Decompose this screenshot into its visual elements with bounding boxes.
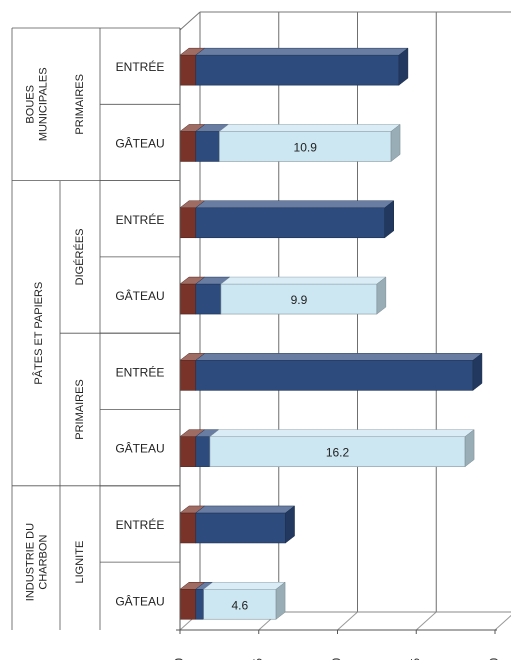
wall-left-edge	[179, 11, 201, 31]
subgroup-label: DIGÉRÉES	[73, 228, 86, 285]
bar-segment	[195, 200, 395, 239]
category-label: GÂTEAU	[115, 593, 164, 608]
data-label: 9.9	[291, 293, 308, 307]
bar-segment	[220, 276, 387, 315]
bar-segment	[179, 429, 206, 467]
category-label: GÂTEAU	[115, 135, 164, 150]
bar-segment	[218, 123, 401, 162]
bar-segment	[179, 124, 206, 162]
bar-segment	[195, 429, 220, 467]
group-label: BOUESMUNICIPALES	[25, 67, 50, 141]
x-tick-label: 10	[330, 658, 344, 660]
x-tick-label: 20	[487, 658, 501, 660]
bar-segment	[195, 276, 231, 315]
data-label: 4.6	[232, 598, 249, 612]
data-label: 16.2	[326, 446, 350, 460]
bar-segment	[195, 47, 409, 86]
floor-gridline	[415, 611, 437, 631]
category-label: ENTRÉE	[116, 517, 165, 532]
subgroup-label: PRIMAIRES	[74, 74, 86, 135]
bar-segment	[195, 352, 483, 391]
bar-segment	[195, 505, 296, 544]
bar-segment	[209, 429, 475, 468]
x-tick-label: 15	[408, 658, 422, 660]
x-tick-label: 5	[251, 658, 265, 660]
category-label: GÂTEAU	[115, 441, 164, 456]
subgroup-label: PRIMAIRES	[74, 379, 86, 440]
category-label: GÂTEAU	[115, 288, 164, 303]
category-label: ENTRÉE	[116, 212, 165, 227]
bars	[179, 47, 483, 620]
subgroup-label: LIGNITE	[74, 541, 86, 584]
data-label: 10.9	[294, 140, 318, 154]
bar-segment	[179, 276, 206, 315]
axes	[11, 27, 497, 634]
floor-gridline	[337, 611, 358, 631]
svg-text:PÂTES ET PAPIERS: PÂTES ET PAPIERS	[32, 282, 45, 385]
bar-segment	[179, 200, 206, 239]
category-label: ENTRÉE	[116, 364, 165, 379]
labels: 10.9 9.9 16.2 4.6 0 5 10 15 20 ENTRÉE GÂTEAU ENTRÉE…	[25, 59, 502, 660]
svg-text:BOUESMUNICIPALES: BOUESMUNICIPALES	[25, 67, 50, 141]
bar-segment	[202, 581, 286, 620]
svg-text:INDUSTRIE DUCHARBON: INDUSTRIE DUCHARBON	[25, 523, 50, 601]
category-label: ENTRÉE	[116, 59, 165, 74]
group-label: PÂTES ET PAPIERS	[32, 282, 45, 385]
group-label: INDUSTRIE DUCHARBON	[25, 523, 50, 601]
x-tick-label: 0	[172, 658, 186, 660]
floor-gridline	[494, 614, 511, 631]
